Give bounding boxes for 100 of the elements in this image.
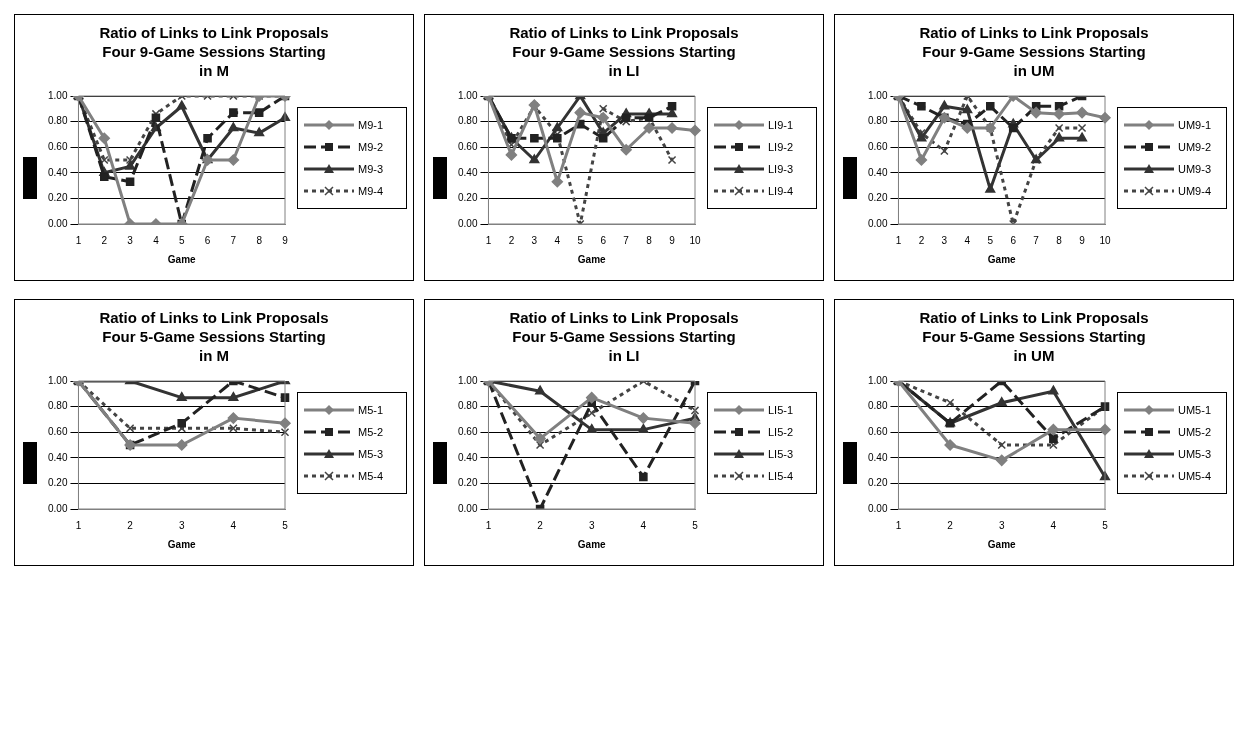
x-tick-label: 1 <box>485 519 492 531</box>
chart-title: Ratio of Links to Link Proposals <box>98 308 330 327</box>
x-tick-label: 2 <box>947 519 954 531</box>
y-tick-label: 0.40 <box>457 166 478 178</box>
legend-label: LI5-1 <box>768 404 794 416</box>
chart-subtitle: Four 5-Game Sessions Starting in M <box>101 327 327 365</box>
x-tick-label: 2 <box>537 519 544 531</box>
y-tick-label: 0.20 <box>457 192 478 204</box>
x-axis-title: Game <box>577 538 607 550</box>
legend-label: LI5-4 <box>768 470 794 482</box>
y-tick-label: 0.40 <box>867 451 888 463</box>
chart-subtitle: Four 9-Game Sessions Starting in M <box>101 42 327 80</box>
chart-title: Ratio of Links to Link Proposals <box>918 308 1150 327</box>
legend-label: UM5-3 <box>1178 448 1212 460</box>
legend-label: M9-2 <box>358 141 384 153</box>
legend-label: M5-2 <box>358 426 384 438</box>
x-axis-title: Game <box>987 538 1017 550</box>
y-tick-label: 1.00 <box>457 374 478 386</box>
chart-subtitle: Four 9-Game Sessions Starting in UM <box>921 42 1147 80</box>
chart-subtitle: Four 9-Game Sessions Starting in LI <box>511 42 737 80</box>
x-tick-label: 3 <box>178 519 185 531</box>
x-tick-label: 4 <box>230 519 237 531</box>
y-tick-label: 0.40 <box>867 166 888 178</box>
y-tick-label: 0.20 <box>47 477 68 489</box>
x-tick-label: 7 <box>230 234 237 246</box>
chart-title: Ratio of Links to Link Proposals <box>918 23 1150 42</box>
x-tick-label: 9 <box>669 234 676 246</box>
y-tick-label: 0.60 <box>47 425 68 437</box>
legend-label: M5-3 <box>358 448 384 460</box>
x-tick-label: 2 <box>918 234 925 246</box>
y-tick-label: 0.00 <box>457 502 478 514</box>
legend-label: LI9-4 <box>768 185 794 197</box>
y-tick-label: 0.80 <box>47 400 68 412</box>
legend-label: UM5-1 <box>1178 404 1212 416</box>
x-tick-label: 9 <box>1079 234 1086 246</box>
y-tick-label: 0.40 <box>457 451 478 463</box>
x-tick-label: 6 <box>600 234 607 246</box>
x-tick-label: 3 <box>531 234 538 246</box>
y-tick-label: 0.00 <box>47 502 68 514</box>
y-tick-label: 0.20 <box>457 477 478 489</box>
x-tick-label: 5 <box>282 519 289 531</box>
x-tick-label: 1 <box>75 234 82 246</box>
y-tick-label: 0.00 <box>47 217 68 229</box>
legend-label: M5-1 <box>358 404 384 416</box>
x-tick-label: 1 <box>485 234 492 246</box>
x-axis-title: Game <box>987 253 1017 265</box>
y-tick-label: 0.60 <box>867 140 888 152</box>
y-tick-label: 0.40 <box>47 451 68 463</box>
chart-title: Ratio of Links to Link Proposals <box>508 308 740 327</box>
x-tick-label: 5 <box>178 234 185 246</box>
y-tick-label: 1.00 <box>47 89 68 101</box>
legend-label: M9-4 <box>358 185 384 197</box>
y-tick-label: 0.00 <box>457 217 478 229</box>
y-tick-label: 0.00 <box>867 502 888 514</box>
legend-label: UM9-2 <box>1178 141 1212 153</box>
y-tick-label: 1.00 <box>47 374 68 386</box>
y-tick-label: 0.80 <box>457 400 478 412</box>
legend-label: UM5-4 <box>1178 470 1212 482</box>
chart-title: Ratio of Links to Link Proposals <box>508 23 740 42</box>
x-tick-label: 2 <box>127 519 134 531</box>
x-tick-label: 5 <box>577 234 584 246</box>
legend-label: M5-4 <box>358 470 384 482</box>
x-tick-label: 3 <box>998 519 1005 531</box>
x-tick-label: 7 <box>623 234 630 246</box>
y-tick-label: 1.00 <box>867 374 888 386</box>
x-tick-label: 4 <box>1050 519 1057 531</box>
legend-label: M9-3 <box>358 163 384 175</box>
y-tick-label: 0.20 <box>867 477 888 489</box>
x-tick-label: 6 <box>1010 234 1017 246</box>
legend-label: M9-1 <box>358 119 384 131</box>
x-tick-label: 1 <box>75 519 82 531</box>
legend-label: UM9-3 <box>1178 163 1212 175</box>
y-tick-label: 1.00 <box>457 89 478 101</box>
x-tick-label: 10 <box>1099 234 1111 246</box>
x-tick-label: 7 <box>1033 234 1040 246</box>
x-tick-label: 1 <box>895 519 902 531</box>
x-axis-title: Game <box>167 253 197 265</box>
x-tick-label: 2 <box>101 234 108 246</box>
x-tick-label: 4 <box>153 234 160 246</box>
legend-label: LI9-3 <box>768 163 794 175</box>
x-axis-title: Game <box>577 253 607 265</box>
x-tick-label: 5 <box>1102 519 1109 531</box>
legend-label: LI5-2 <box>768 426 794 438</box>
y-tick-label: 0.80 <box>867 115 888 127</box>
y-tick-label: 0.80 <box>457 115 478 127</box>
x-tick-label: 3 <box>941 234 948 246</box>
y-tick-label: 0.60 <box>457 425 478 437</box>
y-tick-label: 0.00 <box>867 217 888 229</box>
y-tick-label: 0.60 <box>457 140 478 152</box>
x-tick-label: 3 <box>588 519 595 531</box>
x-tick-label: 3 <box>127 234 134 246</box>
y-tick-label: 0.80 <box>867 400 888 412</box>
x-axis-title: Game <box>167 538 197 550</box>
legend-label: UM5-2 <box>1178 426 1212 438</box>
x-tick-label: 8 <box>256 234 263 246</box>
legend-label: LI9-2 <box>768 141 794 153</box>
y-tick-label: 0.40 <box>47 166 68 178</box>
x-tick-label: 10 <box>689 234 701 246</box>
x-tick-label: 8 <box>646 234 653 246</box>
y-tick-label: 0.80 <box>47 115 68 127</box>
